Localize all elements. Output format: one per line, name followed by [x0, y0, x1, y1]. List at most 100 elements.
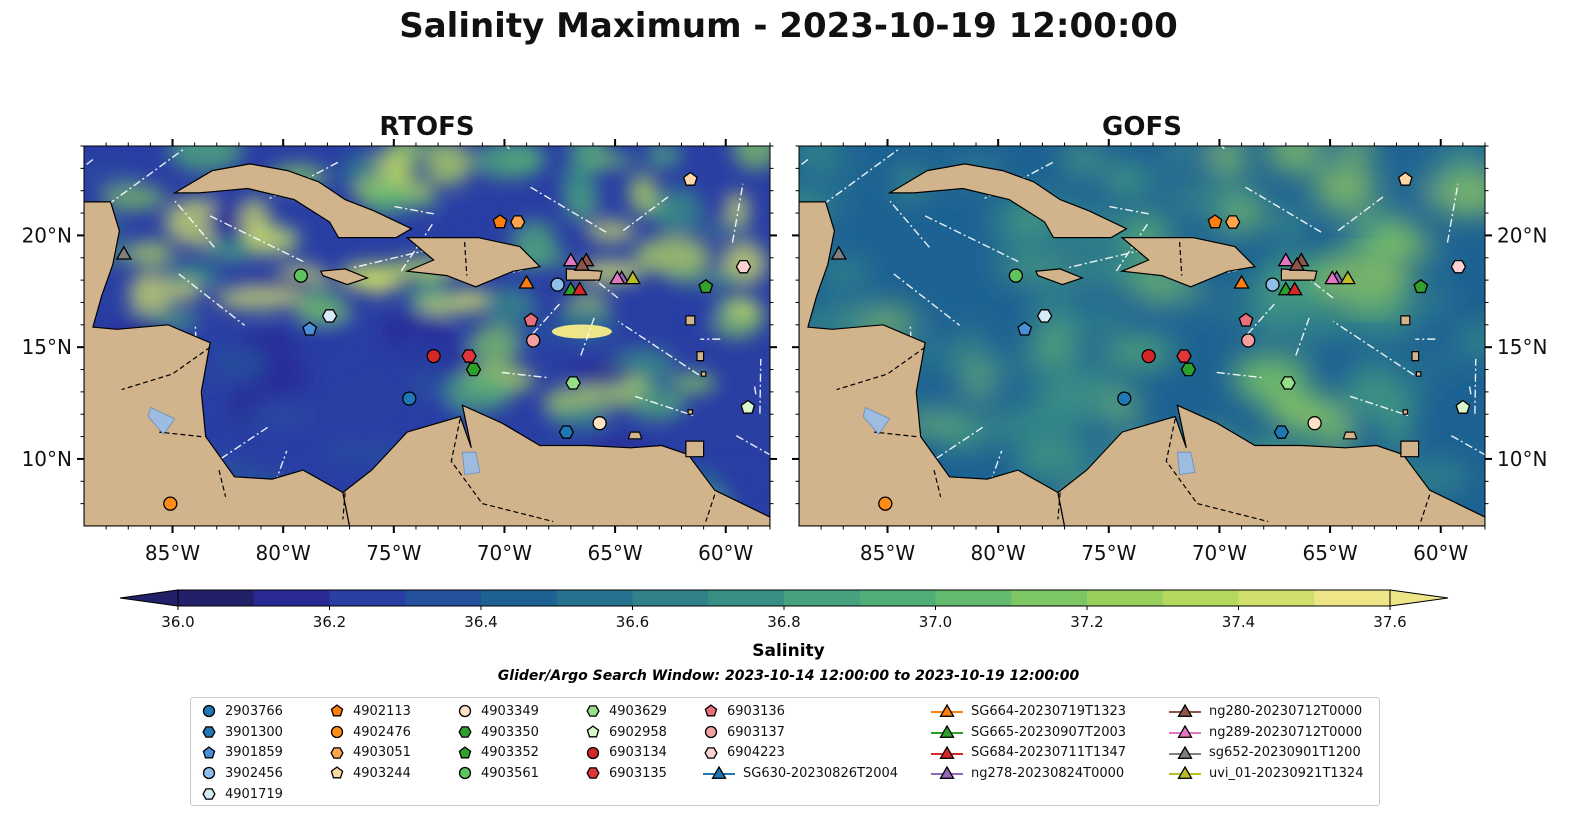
marker-3902456 [1265, 277, 1280, 292]
lon-tick-label: 70°W [1192, 541, 1247, 565]
legend-item: 4903561 [457, 763, 539, 784]
legend-marker-icon [330, 766, 344, 779]
legend-shape [202, 788, 216, 800]
legend-item: 6903135 [585, 763, 667, 784]
legend-label: 4903349 [481, 703, 539, 719]
legend-shape [586, 725, 600, 738]
marker-4903629 [1280, 376, 1296, 390]
legend-item: 4903051 [329, 742, 411, 763]
markers-gofs [830, 171, 1471, 511]
lon-tick-label: 85°W [860, 541, 915, 565]
map-panel-rtofs [84, 146, 770, 526]
legend-marker-icon [330, 725, 344, 739]
legend-column: ng280-20230712T0000 ng289-20230712T0000 sg… [1169, 701, 1363, 784]
legend-label: 4901719 [225, 786, 283, 802]
marker-4902113 [492, 214, 508, 229]
legend-shape [586, 746, 600, 759]
legend-label: 4903350 [481, 724, 539, 740]
legend-column: 2903766 3901300 3901859 3902456 4901719 [201, 701, 283, 804]
legend-item: 6904223 [703, 742, 898, 763]
colorbar-extend-min [119, 589, 179, 607]
marker-SG664-20230719T1323 [1233, 274, 1250, 289]
legend-marker-icon [458, 767, 472, 780]
marker-6903135 [1176, 349, 1192, 363]
colorbar-tick-label: 36.2 [313, 613, 346, 631]
legend-label: 4903352 [481, 745, 539, 761]
legend-item: 4903352 [457, 742, 539, 763]
legend-label: ng278-20230824T0000 [971, 765, 1125, 781]
legend-label: ng280-20230712T0000 [1209, 703, 1363, 719]
colorbar-tick-label: 37.6 [1373, 613, 1406, 631]
legend-label: SG630-20230826T2004 [743, 765, 899, 781]
legend-marker-icon [1169, 766, 1201, 780]
legend-triangle [939, 745, 955, 759]
legend-item: sg652-20230901T1200 [1169, 742, 1363, 763]
colorbar-bin [1011, 590, 1088, 606]
lat-tick-label: 15°N [22, 335, 72, 359]
legend-label: 2903766 [225, 703, 283, 719]
markers-rtofs [115, 171, 756, 511]
legend-marker-icon [586, 767, 600, 780]
panel-title-gofs: GOFS [1102, 112, 1182, 142]
legend-marker-icon [931, 724, 963, 738]
legend-marker-icon [330, 704, 344, 717]
legend-triangle [1177, 724, 1193, 738]
lat-tick-label: 10°N [1497, 447, 1547, 471]
legend-label: 3901300 [225, 724, 283, 740]
colorbar: 36.0 36.2 36.4 36.6 36.8 37.0 37.2 37.4 37.6 [119, 589, 1449, 631]
lat-tick-label: 15°N [1497, 335, 1547, 359]
colorbar-bin [178, 590, 255, 606]
marker-4902113 [1207, 214, 1223, 229]
marker-2903766 [1117, 391, 1132, 406]
legend-item: 6903137 [703, 722, 898, 743]
legend-label: 4902113 [353, 703, 411, 719]
marker-SG684-20230711T1347 [1286, 281, 1303, 296]
lon-tick-label: 60°W [1413, 541, 1468, 565]
marker-4902476 [163, 496, 178, 511]
high-salinity-patch [1313, 250, 1414, 311]
legend-column: 4903349 4903350 4903352 4903561 [457, 701, 539, 784]
legend-label: ng289-20230712T0000 [1209, 724, 1363, 740]
marker-4903350 [465, 362, 482, 377]
legend-item: 4903629 [585, 701, 667, 722]
legend-item: SG665-20230907T2003 [931, 722, 1126, 743]
marker-3902456 [550, 277, 565, 292]
marker-2903766 [402, 391, 417, 406]
legend-marker-icon [458, 705, 472, 718]
marker-4903561 [293, 268, 309, 283]
colorbar-bin [1087, 590, 1164, 606]
legend-item: 4903350 [457, 722, 539, 743]
legend-label: 3902456 [225, 765, 283, 781]
colorbar-tick-label: 37.0 [919, 613, 952, 631]
axis-ticks-gofs: 85°W 80°W 75°W 70°W 65°W 60°W 20°N 15°N 10°N [792, 139, 1547, 565]
colorbar-label: Salinity [752, 641, 825, 661]
colorbar-tick-label: 36.6 [616, 613, 649, 631]
marker-4903352 [698, 278, 714, 294]
legend-label: 6903136 [727, 703, 785, 719]
lon-tick-label: 65°W [1302, 541, 1357, 565]
legend-shape [704, 725, 718, 739]
marker-6903134 [1141, 348, 1156, 364]
marker-4903629 [565, 376, 581, 390]
legend-shape [458, 746, 472, 759]
legend: 2903766 3901300 3901859 3902456 4901719 49021… [190, 697, 1380, 806]
lon-tick-label: 80°W [256, 541, 311, 565]
marker-6903135 [461, 349, 477, 363]
marker-ng280-b [1288, 256, 1306, 271]
legend-item: SG684-20230711T1347 [931, 742, 1126, 763]
lon-tick-label: 65°W [587, 541, 642, 565]
marker-3901300 [558, 425, 575, 439]
panel-title-rtofs: RTOFS [379, 112, 475, 142]
marker-4903561 [1008, 268, 1024, 283]
marker-4901719 [321, 309, 338, 323]
lat-tick-label: 10°N [22, 447, 72, 471]
colorbar-bin [329, 590, 406, 606]
marker-uvi_01-20230921T1324 [624, 270, 641, 285]
colorbar-tick-label: 36.0 [161, 613, 194, 631]
land [84, 163, 770, 526]
legend-label: 3901859 [225, 745, 283, 761]
legend-marker-icon [704, 704, 718, 717]
legend-shape [458, 767, 472, 780]
legend-label: 6902958 [609, 724, 667, 740]
legend-label: 4903244 [353, 765, 411, 781]
